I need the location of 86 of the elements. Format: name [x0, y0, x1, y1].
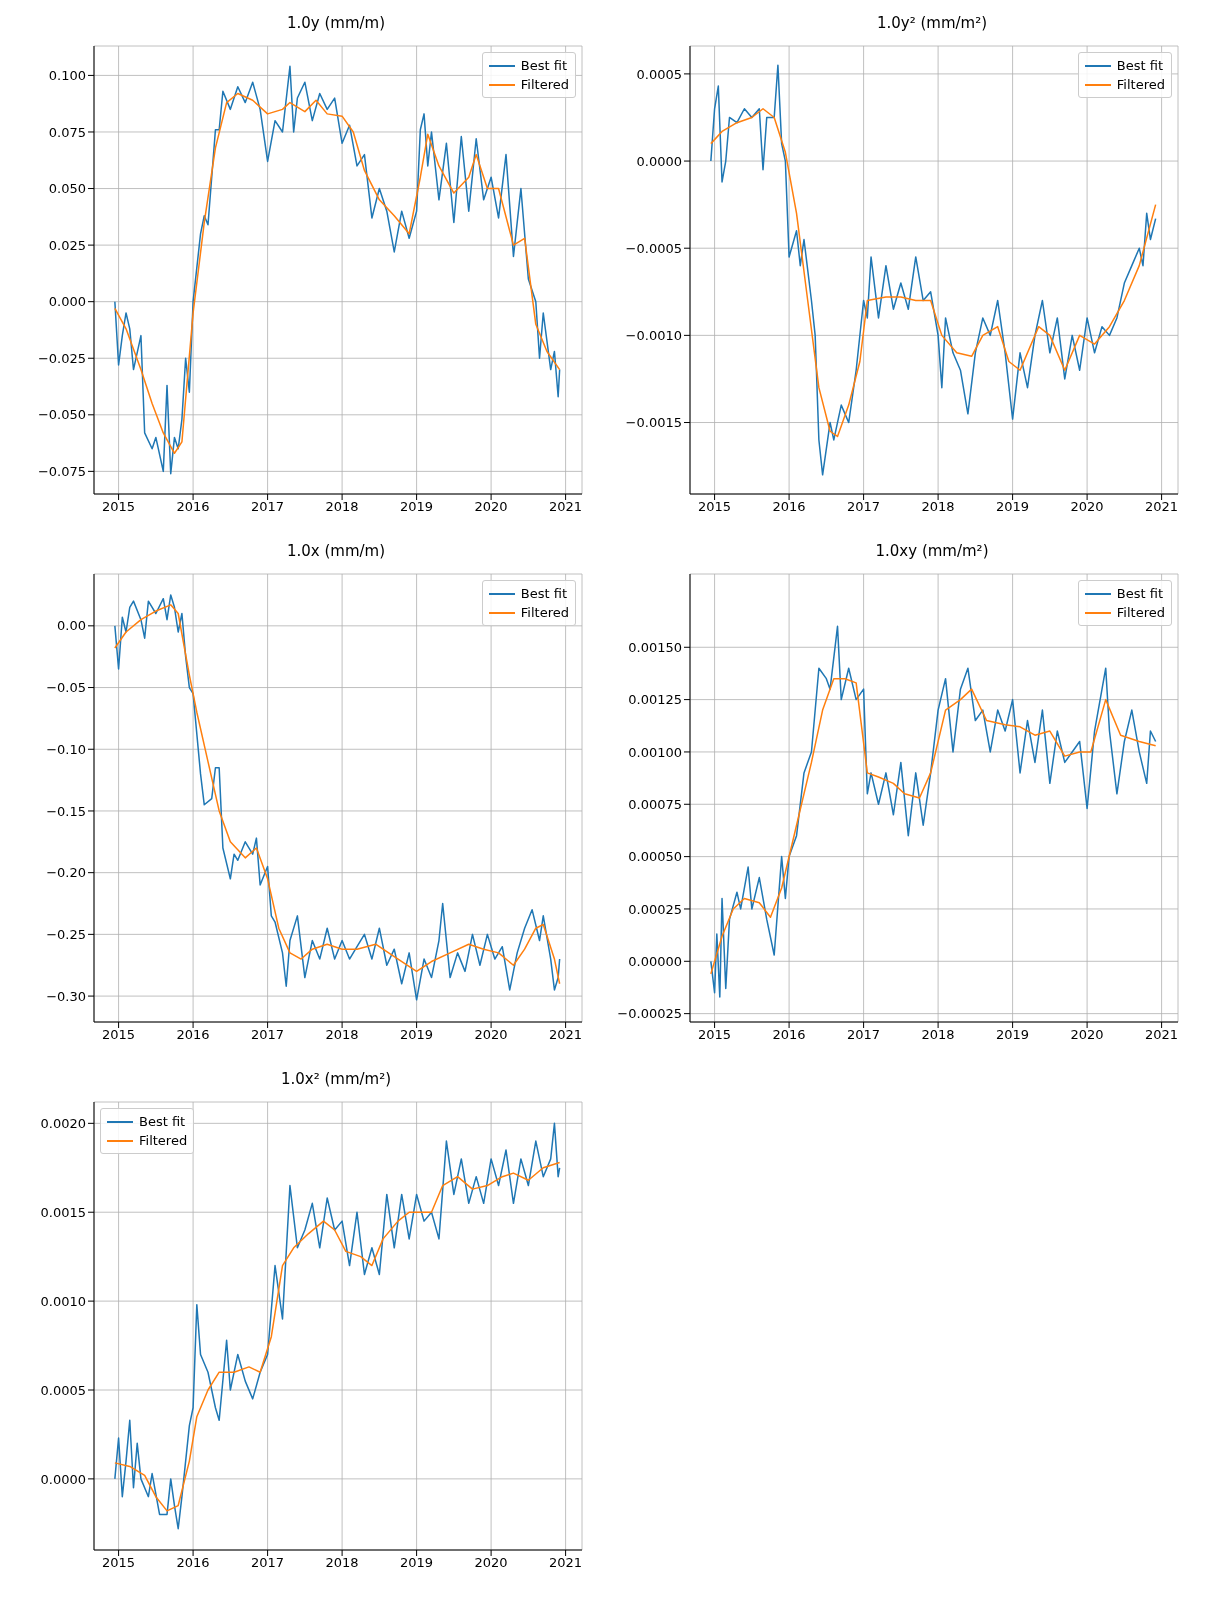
- x-tick-label: 2017: [251, 1027, 285, 1043]
- line-series: [710, 625, 1157, 998]
- y-tick-label: −0.10: [46, 741, 86, 757]
- chart-title: 1.0y² (mm/m²): [875, 13, 989, 34]
- y-tick-label: 0.00050: [628, 849, 682, 865]
- x-tick-label: 2019: [996, 499, 1030, 515]
- y-tick-label: 0.0000: [636, 153, 682, 169]
- legend-label: Filtered: [1116, 604, 1165, 622]
- chart-title: 1.0x (mm/m): [285, 541, 387, 562]
- y-tick-label: −0.20: [46, 865, 86, 881]
- y-tick-label: 0.050: [48, 181, 86, 197]
- x-tick-label: 2018: [325, 1555, 359, 1571]
- x-tick-label: 2021: [1145, 1027, 1179, 1043]
- x-tick-label: 2021: [549, 1027, 583, 1043]
- x-tick-label: 2017: [847, 1027, 881, 1043]
- y-tick-label: −0.0005: [625, 240, 682, 256]
- x-tick-label: 2020: [1070, 499, 1104, 515]
- x-tick-label: 2018: [921, 499, 955, 515]
- x-tick-label: 2017: [251, 499, 285, 515]
- x-tick-label: 2018: [325, 1027, 359, 1043]
- legend-label: Filtered: [520, 76, 569, 94]
- legend-label: Filtered: [520, 604, 569, 622]
- x-tick-label: 2015: [102, 1027, 136, 1043]
- y-tick-label: 0.00025: [628, 901, 682, 917]
- x-tick-label: 2019: [400, 1027, 434, 1043]
- y-tick-label: 0.00000: [628, 953, 682, 969]
- legend-label: Filtered: [1116, 76, 1165, 94]
- line-series: [710, 677, 1157, 975]
- x-tick-label: 2021: [549, 1555, 583, 1571]
- legend-label: Best fit: [1116, 585, 1164, 603]
- y-tick-label: −0.00025: [617, 1006, 682, 1022]
- x-tick-label: 2015: [102, 499, 136, 515]
- y-tick-label: −0.05: [46, 680, 86, 696]
- line-series: [710, 108, 1157, 438]
- y-tick-label: 0.0015: [40, 1204, 86, 1220]
- x-tick-label: 2017: [251, 1555, 285, 1571]
- y-tick-label: 0.00125: [628, 692, 682, 708]
- legend-label: Filtered: [139, 1132, 188, 1150]
- y-tick-label: −0.0015: [625, 415, 682, 431]
- x-tick-label: 2016: [176, 1027, 210, 1043]
- y-tick-label: 0.0000: [40, 1471, 86, 1487]
- y-tick-label: 0.00100: [628, 744, 682, 760]
- y-tick-label: 0.0010: [40, 1293, 86, 1309]
- x-tick-label: 2019: [400, 499, 434, 515]
- legend-label: Best fit: [520, 585, 568, 603]
- x-tick-label: 2020: [1070, 1027, 1104, 1043]
- x-tick-label: 2016: [176, 499, 210, 515]
- y-tick-label: −0.15: [46, 803, 86, 819]
- y-tick-label: 0.0005: [636, 66, 682, 82]
- x-tick-label: 2016: [176, 1555, 210, 1571]
- y-tick-label: 0.0005: [40, 1382, 86, 1398]
- y-tick-label: 0.000: [48, 294, 86, 310]
- y-tick-label: 0.00: [57, 618, 86, 634]
- y-tick-label: 0.075: [48, 124, 86, 140]
- x-tick-label: 2020: [474, 499, 508, 515]
- chart-title: 1.0y (mm/m): [285, 13, 387, 34]
- y-tick-label: −0.25: [46, 926, 86, 942]
- y-tick-label: 0.00150: [628, 639, 682, 655]
- y-tick-label: −0.075: [37, 463, 86, 479]
- x-tick-label: 2015: [698, 499, 732, 515]
- y-tick-label: 0.00075: [628, 796, 682, 812]
- x-tick-label: 2016: [772, 1027, 806, 1043]
- y-tick-label: −0.0010: [625, 327, 682, 343]
- y-tick-label: 0.025: [48, 237, 86, 253]
- x-tick-label: 2018: [325, 499, 359, 515]
- x-tick-label: 2018: [921, 1027, 955, 1043]
- x-tick-label: 2021: [1145, 499, 1179, 515]
- x-tick-label: 2021: [549, 499, 583, 515]
- x-tick-label: 2019: [996, 1027, 1030, 1043]
- chart-title: 1.0x² (mm/m²): [279, 1069, 393, 1090]
- x-tick-label: 2016: [772, 499, 806, 515]
- x-tick-label: 2015: [698, 1027, 732, 1043]
- legend-label: Best fit: [520, 57, 568, 75]
- chart-title: 1.0xy (mm/m²): [874, 541, 990, 562]
- x-tick-label: 2015: [102, 1555, 136, 1571]
- x-tick-label: 2020: [474, 1027, 508, 1043]
- legend-label: Best fit: [139, 1113, 186, 1131]
- y-tick-label: −0.050: [37, 407, 86, 423]
- legend-label: Best fit: [1116, 57, 1164, 75]
- x-tick-label: 2019: [400, 1555, 434, 1571]
- x-tick-label: 2017: [847, 499, 881, 515]
- y-tick-label: −0.30: [46, 988, 86, 1004]
- y-tick-label: 0.0020: [40, 1115, 86, 1131]
- y-tick-label: 0.100: [48, 68, 86, 84]
- y-tick-label: −0.025: [37, 350, 86, 366]
- x-tick-label: 2020: [474, 1555, 508, 1571]
